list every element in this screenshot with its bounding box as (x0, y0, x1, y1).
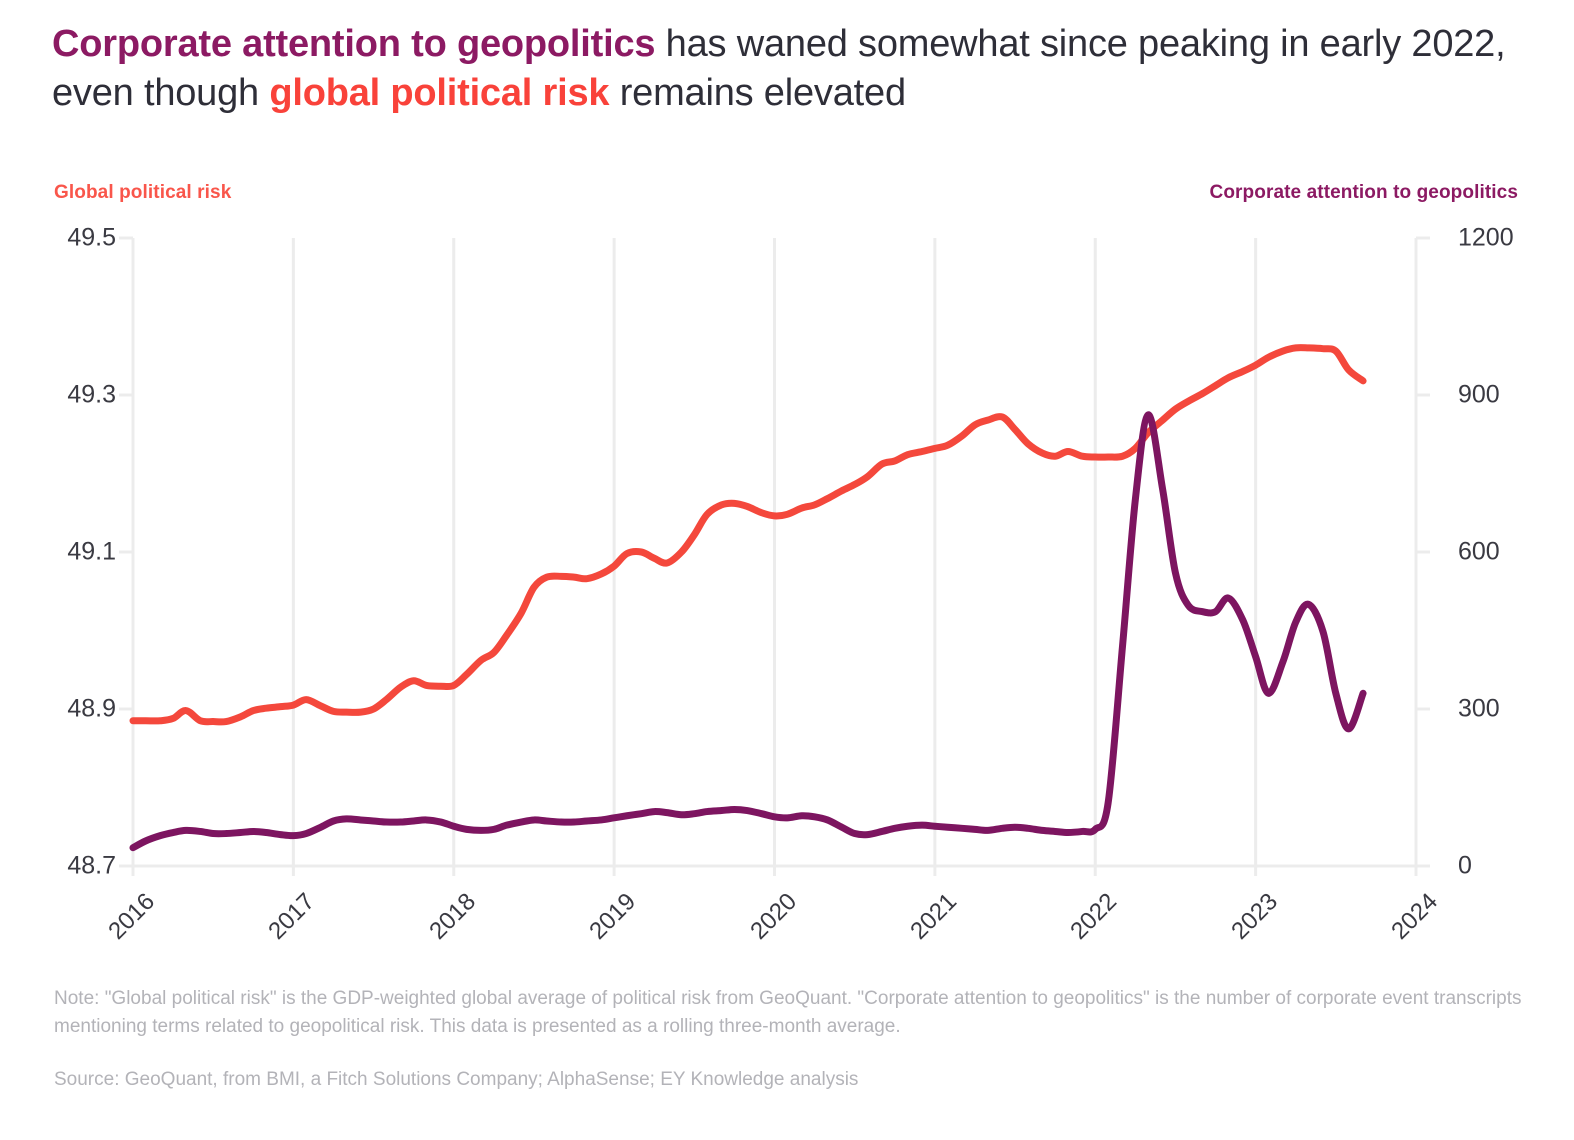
x-axis-tick-label: 2022 (1065, 888, 1123, 945)
y-axis-left-tick-label: 48.7 (67, 851, 116, 880)
x-axis-tick-label: 2018 (423, 888, 481, 945)
chart-gridlines (131, 238, 1418, 868)
y-axis-left-tick-label: 48.9 (67, 694, 116, 723)
x-axis-tick-label: 2017 (263, 888, 321, 945)
x-axis-tick-label: 2016 (103, 888, 161, 945)
chart-note: Note: "Global political risk" is the GDP… (54, 988, 1522, 1037)
chart-series (129, 344, 1367, 852)
title-highlight-purple: Corporate attention to geopolitics (52, 23, 656, 65)
x-axis-tick-label: 2021 (905, 888, 962, 945)
y-axis-left-tick-label: 49.1 (67, 537, 116, 566)
chart-axis-ticks (119, 236, 1430, 876)
y-axis-right-tick-label: 900 (1458, 380, 1500, 409)
series-line-corporate-attention-to-geopolitics (129, 411, 1367, 852)
y-axis-right-tick-label: 0 (1458, 851, 1472, 880)
title-plain-2: remains elevated (609, 72, 906, 114)
y-axis-right-tick-label: 600 (1458, 537, 1500, 566)
legend-label-corporate-attention: Corporate attention to geopolitics (1209, 182, 1518, 203)
title-plain-1: has waned somewhat since peaking in earl… (52, 23, 1506, 114)
y-axis-left-tick-label: 49.5 (67, 223, 116, 252)
x-axis-tick-label: 2020 (744, 888, 802, 945)
y-axis-left-tick-label: 49.3 (67, 380, 116, 409)
page-title: Corporate attention to geopolitics has w… (52, 20, 1532, 118)
title-highlight-red: global political risk (269, 72, 610, 114)
x-axis-tick-label: 2019 (584, 888, 642, 945)
series-line-global-political-risk (129, 344, 1367, 726)
y-axis-right-tick-label: 300 (1458, 694, 1500, 723)
x-axis-tick-label: 2023 (1225, 888, 1283, 945)
chart-source: Source: GeoQuant, from BMI, a Fitch Solu… (54, 1069, 859, 1090)
x-axis-tick-label: 2024 (1386, 888, 1444, 945)
y-axis-right-tick-label: 1200 (1458, 223, 1514, 252)
legend-label-global-political-risk: Global political risk (54, 182, 232, 203)
